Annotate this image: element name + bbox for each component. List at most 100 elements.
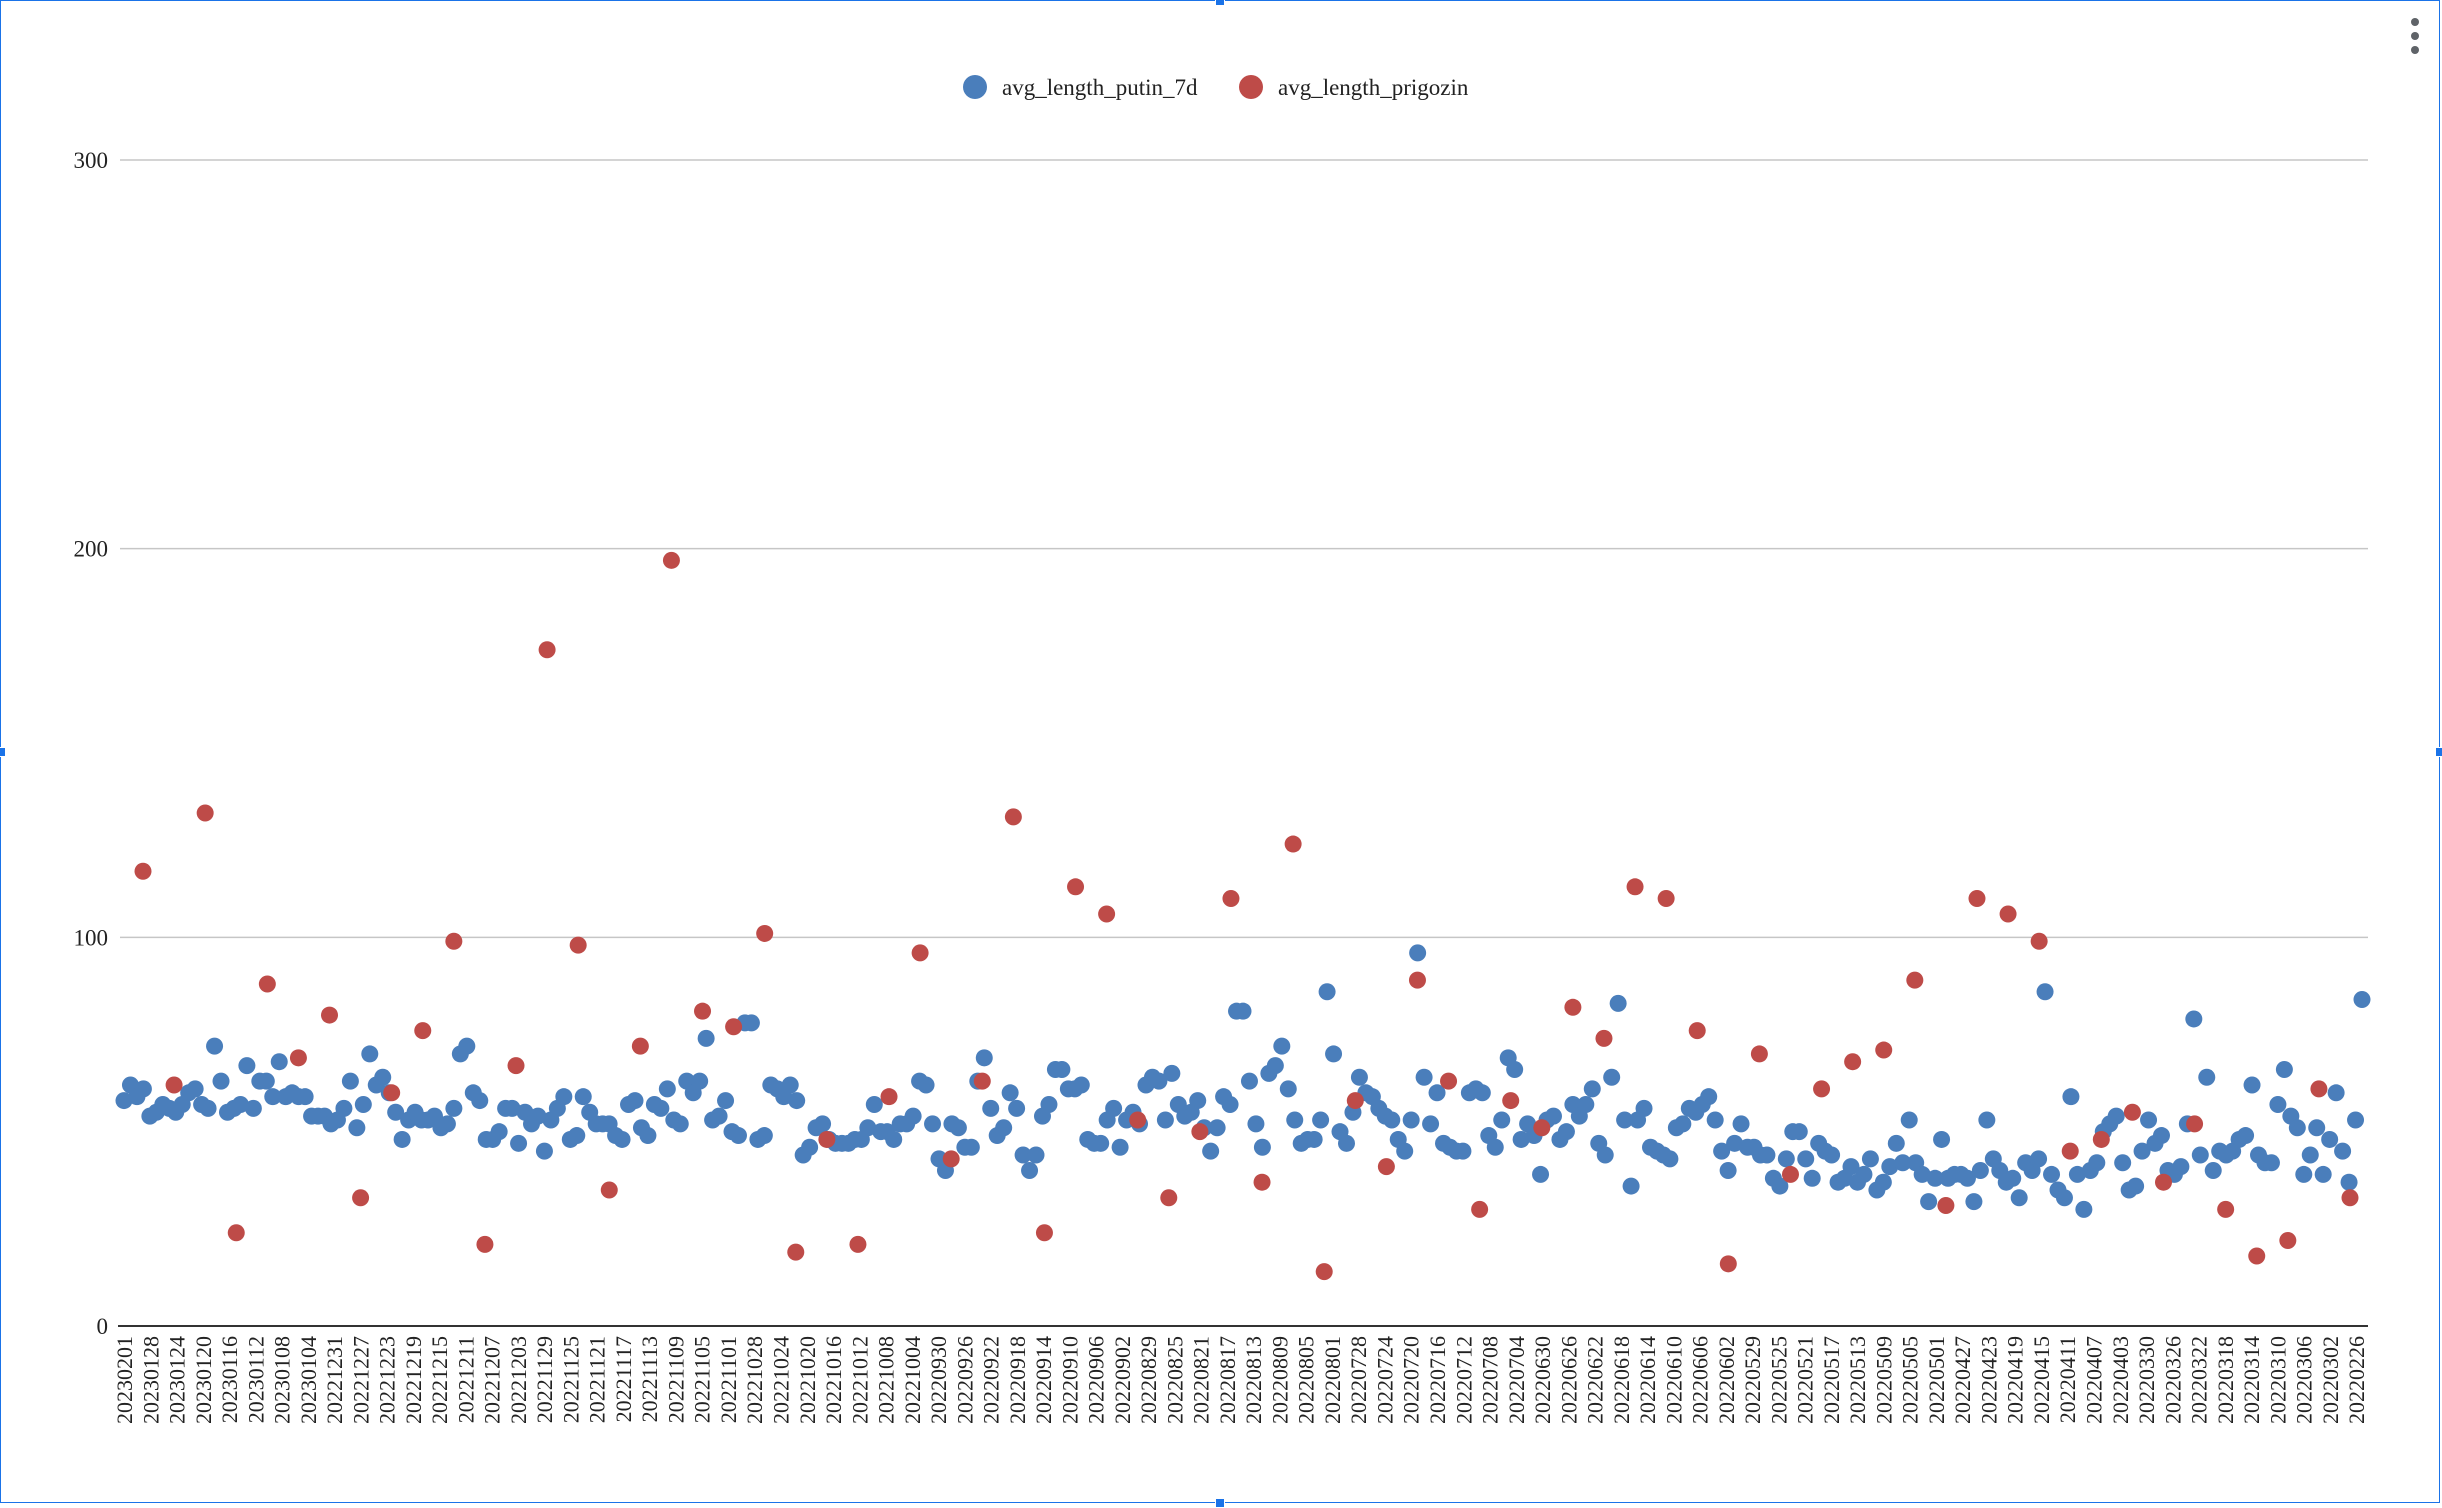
data-point bbox=[2152, 1127, 2170, 1145]
data-point bbox=[1823, 1146, 1841, 1164]
data-point bbox=[438, 1115, 456, 1133]
data-point bbox=[859, 1119, 877, 1137]
x-tick-label: 20220809 bbox=[1267, 1336, 1292, 1424]
data-point bbox=[574, 1088, 592, 1106]
x-tick-label: 20221113 bbox=[637, 1336, 662, 1422]
data-point bbox=[1533, 1119, 1551, 1137]
data-point bbox=[414, 1022, 432, 1040]
data-point bbox=[1875, 1041, 1893, 1059]
data-point bbox=[1008, 1099, 1026, 1117]
x-tick-label: 20221020 bbox=[795, 1336, 820, 1424]
data-point bbox=[2133, 1142, 2151, 1160]
data-point bbox=[1156, 1111, 1174, 1129]
data-point bbox=[257, 1072, 275, 1090]
data-point bbox=[569, 936, 587, 954]
more-vert-icon[interactable] bbox=[2400, 14, 2430, 58]
data-point bbox=[755, 1127, 773, 1145]
data-point bbox=[1129, 1111, 1147, 1129]
data-point bbox=[1312, 1111, 1330, 1129]
data-point bbox=[1284, 835, 1302, 853]
data-point bbox=[1965, 1193, 1983, 1211]
data-point bbox=[2055, 1189, 2073, 1207]
x-tick-label: 20220521 bbox=[1793, 1336, 1818, 1424]
data-point bbox=[1781, 1165, 1799, 1183]
data-point bbox=[196, 804, 214, 822]
x-tick-label: 20230104 bbox=[296, 1336, 321, 1424]
resize-handle-left[interactable] bbox=[0, 747, 6, 757]
data-point bbox=[2340, 1173, 2358, 1191]
data-point bbox=[374, 1068, 392, 1086]
x-tick-label: 20220813 bbox=[1241, 1336, 1266, 1424]
data-point bbox=[2088, 1154, 2106, 1172]
data-point bbox=[535, 1142, 553, 1160]
data-point bbox=[1933, 1130, 1951, 1148]
x-tick-label: 20220423 bbox=[1976, 1336, 2001, 1424]
data-point bbox=[270, 1053, 288, 1071]
data-point bbox=[2295, 1165, 2313, 1183]
data-point bbox=[2275, 1060, 2293, 1078]
data-point bbox=[1577, 1095, 1595, 1113]
data-point bbox=[199, 1099, 217, 1117]
data-point bbox=[788, 1092, 806, 1110]
data-point bbox=[476, 1235, 494, 1253]
data-point bbox=[2043, 1165, 2061, 1183]
x-tick-label: 20220407 bbox=[2082, 1336, 2107, 1424]
data-point bbox=[1502, 1092, 1520, 1110]
data-point bbox=[1247, 1115, 1265, 1133]
data-point bbox=[1855, 1165, 1873, 1183]
data-point bbox=[1409, 944, 1427, 962]
data-point bbox=[1396, 1142, 1414, 1160]
data-point bbox=[289, 1049, 307, 1067]
x-tick-label: 20220724 bbox=[1372, 1336, 1397, 1424]
x-tick-label: 20221028 bbox=[742, 1336, 767, 1424]
data-point bbox=[1337, 1134, 1355, 1152]
data-point bbox=[1906, 971, 1924, 989]
data-point bbox=[1189, 1092, 1207, 1110]
data-point bbox=[354, 1095, 372, 1113]
data-point bbox=[471, 1092, 489, 1110]
data-point bbox=[2237, 1127, 2255, 1145]
resize-handle-top[interactable] bbox=[1215, 0, 1225, 6]
data-point bbox=[2327, 1084, 2345, 1102]
data-point bbox=[2353, 991, 2371, 1009]
data-point bbox=[393, 1130, 411, 1148]
x-tick-label: 20221016 bbox=[821, 1336, 846, 1424]
data-point bbox=[1544, 1107, 1562, 1125]
data-point bbox=[1937, 1197, 1955, 1215]
x-tick-label: 20221231 bbox=[322, 1336, 347, 1424]
data-point bbox=[341, 1072, 359, 1090]
data-point bbox=[849, 1235, 867, 1253]
data-point bbox=[2185, 1010, 2203, 1028]
legend-label-prigozin: avg_length_prigozin bbox=[1278, 75, 1469, 100]
data-point bbox=[917, 1076, 935, 1094]
data-point bbox=[1021, 1162, 1039, 1180]
data-point bbox=[1350, 1068, 1368, 1086]
y-tick-label-200: 200 bbox=[74, 537, 109, 562]
data-point bbox=[725, 1018, 743, 1036]
x-tick-label: 20220501 bbox=[1924, 1336, 1949, 1424]
x-tick-label: 20220610 bbox=[1661, 1336, 1686, 1424]
data-point bbox=[1557, 1123, 1575, 1141]
data-point bbox=[529, 1107, 547, 1125]
x-tick-label: 20221117 bbox=[611, 1336, 636, 1422]
data-point bbox=[2288, 1119, 2306, 1137]
series-prigozin bbox=[134, 551, 2359, 1281]
x-tick-label: 20230201 bbox=[112, 1336, 137, 1424]
data-point bbox=[458, 1037, 476, 1055]
x-tick-label: 20220821 bbox=[1189, 1336, 1214, 1424]
data-point bbox=[1700, 1088, 1718, 1106]
data-point bbox=[1072, 1076, 1090, 1094]
resize-handle-right[interactable] bbox=[2435, 747, 2442, 757]
x-axis-tick-labels: 20230201 20230128 20230124 20230120 20230116… bbox=[112, 1336, 2369, 1424]
data-point bbox=[2140, 1111, 2158, 1129]
data-point bbox=[264, 1088, 282, 1106]
data-point bbox=[1266, 1057, 1284, 1075]
data-point bbox=[787, 1243, 805, 1261]
x-tick-label: 20221101 bbox=[716, 1336, 741, 1423]
x-tick-label: 20220902 bbox=[1110, 1336, 1135, 1424]
x-tick-label: 20230124 bbox=[165, 1336, 190, 1424]
data-point bbox=[503, 1099, 521, 1117]
data-point bbox=[568, 1127, 586, 1145]
